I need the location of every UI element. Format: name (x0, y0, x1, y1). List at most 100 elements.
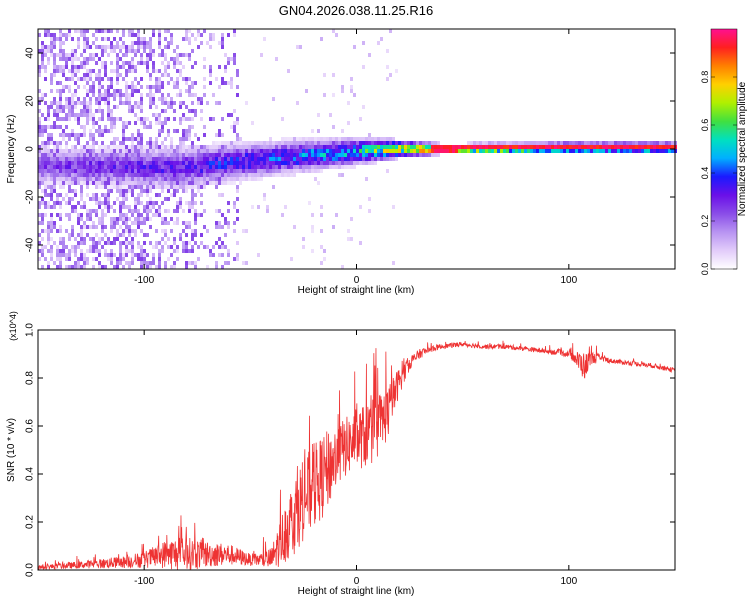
heatmap-cell (56, 249, 59, 253)
heatmap-cell (233, 125, 236, 129)
y-tick-label: 0.0 (25, 563, 36, 577)
heatmap-cell (71, 73, 74, 77)
heatmap-cell (320, 145, 323, 149)
heatmap-cell (239, 145, 242, 149)
heatmap-cell (158, 185, 161, 189)
heatmap-cell (134, 121, 137, 125)
heatmap-cell (101, 181, 104, 185)
heatmap-cell (44, 65, 47, 69)
heatmap-cell (119, 157, 122, 161)
heatmap-cell (341, 137, 344, 141)
heatmap-cell (263, 157, 266, 161)
heatmap-cell (95, 101, 98, 105)
heatmap-cell (200, 41, 203, 45)
heatmap-cell (128, 69, 131, 73)
heatmap-cell (149, 89, 152, 93)
heatmap-cell (176, 69, 179, 73)
heatmap-cell (380, 37, 383, 41)
heatmap-cell (68, 201, 71, 205)
heatmap-cell (242, 153, 245, 157)
heatmap-cell (545, 141, 548, 145)
heatmap-cell (92, 145, 95, 149)
heatmap-cell (101, 245, 104, 249)
heatmap-cell (113, 237, 116, 241)
heatmap-cell (368, 161, 371, 165)
heatmap-cell (665, 141, 668, 145)
heatmap-cell (86, 141, 89, 145)
heatmap-cell (41, 253, 44, 257)
heatmap-cell (59, 109, 62, 113)
heatmap-cell (155, 177, 158, 181)
heatmap-cell (107, 129, 110, 133)
heatmap-cell (89, 57, 92, 61)
heatmap-cell (404, 153, 407, 157)
heatmap-cell (308, 145, 311, 149)
heatmap-cell (134, 41, 137, 45)
heatmap-cell (158, 173, 161, 177)
heatmap-cell (194, 153, 197, 157)
heatmap-cell (629, 149, 632, 153)
heatmap-cell (227, 157, 230, 161)
heatmap-cell (575, 145, 578, 149)
heatmap-cell (209, 65, 212, 69)
heatmap-cell (68, 57, 71, 61)
heatmap-cell (131, 157, 134, 161)
heatmap-cell (125, 161, 128, 165)
heatmap-cell (86, 89, 89, 93)
heatmap-cell (197, 257, 200, 261)
heatmap-cell (272, 145, 275, 149)
heatmap-cell (125, 89, 128, 93)
heatmap-cell (107, 241, 110, 245)
heatmap-cell (74, 261, 77, 265)
heatmap-cell (104, 65, 107, 69)
heatmap-cell (110, 241, 113, 245)
heatmap-cell (161, 85, 164, 89)
heatmap-cell (335, 165, 338, 169)
heatmap-cell (236, 177, 239, 181)
heatmap-cell (38, 121, 41, 125)
heatmap-cell (41, 161, 44, 165)
heatmap-cell (50, 33, 53, 37)
heatmap-cell (242, 141, 245, 145)
heatmap-cell (191, 157, 194, 161)
heatmap-cell (77, 37, 80, 41)
heatmap-cell (65, 57, 68, 61)
heatmap-cell (527, 149, 530, 153)
heatmap-cell (140, 153, 143, 157)
heatmap-cell (206, 181, 209, 185)
heatmap-cell (302, 137, 305, 141)
heatmap-cell (107, 185, 110, 189)
heatmap-cell (266, 165, 269, 169)
heatmap-cell (47, 169, 50, 173)
heatmap-cell (188, 261, 191, 265)
heatmap-cell (170, 217, 173, 221)
heatmap-cell (167, 93, 170, 97)
heatmap-cell (362, 41, 365, 45)
heatmap-cell (368, 145, 371, 149)
heatmap-cell (59, 165, 62, 169)
heatmap-cell (203, 245, 206, 249)
heatmap-cell (107, 157, 110, 161)
heatmap-cell (110, 45, 113, 49)
heatmap-cell (317, 129, 320, 133)
heatmap-cell (218, 221, 221, 225)
heatmap-cell (215, 173, 218, 177)
heatmap-cell (77, 221, 80, 225)
heatmap-cell (134, 209, 137, 213)
heatmap-cell (71, 181, 74, 185)
heatmap-cell (215, 185, 218, 189)
heatmap-cell (56, 125, 59, 129)
heatmap-cell (116, 77, 119, 81)
heatmap-cell (260, 145, 263, 149)
heatmap-cell (287, 145, 290, 149)
heatmap-cell (98, 125, 101, 129)
heatmap-cell (281, 213, 284, 217)
heatmap-cell (110, 129, 113, 133)
heatmap-cell (614, 149, 617, 153)
heatmap-cell (113, 105, 116, 109)
heatmap-cell (179, 161, 182, 165)
heatmap-cell (542, 145, 545, 149)
heatmap-cell (167, 177, 170, 181)
spectrogram-x-ticks: -100 0 100 (134, 29, 578, 286)
heatmap-cell (182, 101, 185, 105)
